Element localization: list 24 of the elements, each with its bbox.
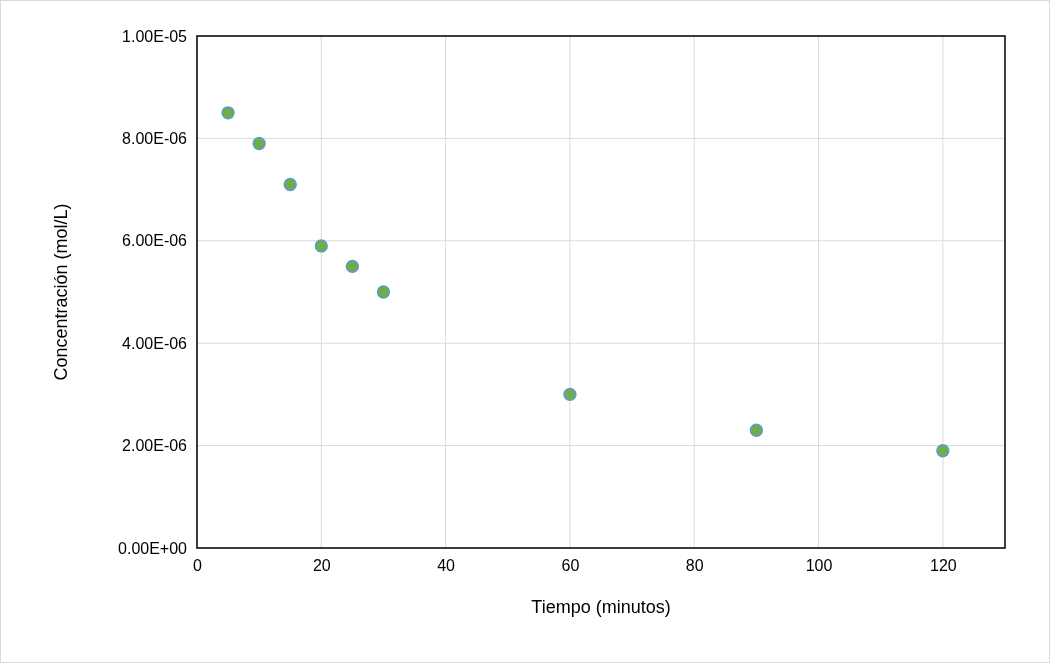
x-tick-label: 100 [805,557,833,575]
point [283,177,297,192]
y-axis-title: Concentración (mol/L) [51,203,71,381]
x-tick-label: 80 [685,557,704,575]
y-tick-label: 8.00E-06 [122,130,188,148]
x-tick-label: 120 [929,557,957,575]
x-tick-label: 20 [312,557,331,575]
y-tick-label: 2.00E-06 [122,437,188,455]
y-tick-label: 1.00E-05 [122,27,188,45]
x-tick-label: 0 [193,557,203,575]
point [749,423,764,437]
x-tick-label: 60 [561,557,580,575]
point [376,285,391,299]
x-axis-title: Tiempo (minutos) [531,597,671,617]
point [252,136,266,151]
point [936,444,950,458]
y-tick-label: 4.00E-06 [122,334,188,352]
y-tick-label: 0.00E+00 [118,539,188,557]
point [563,387,577,402]
point [345,259,360,274]
y-tick-label: 6.00E-06 [122,232,188,250]
point [221,106,235,120]
point [314,239,328,253]
x-tick-label: 40 [437,557,456,575]
